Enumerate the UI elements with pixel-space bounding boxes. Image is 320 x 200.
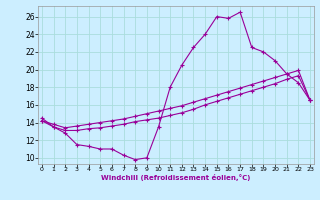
X-axis label: Windchill (Refroidissement éolien,°C): Windchill (Refroidissement éolien,°C) <box>101 174 251 181</box>
